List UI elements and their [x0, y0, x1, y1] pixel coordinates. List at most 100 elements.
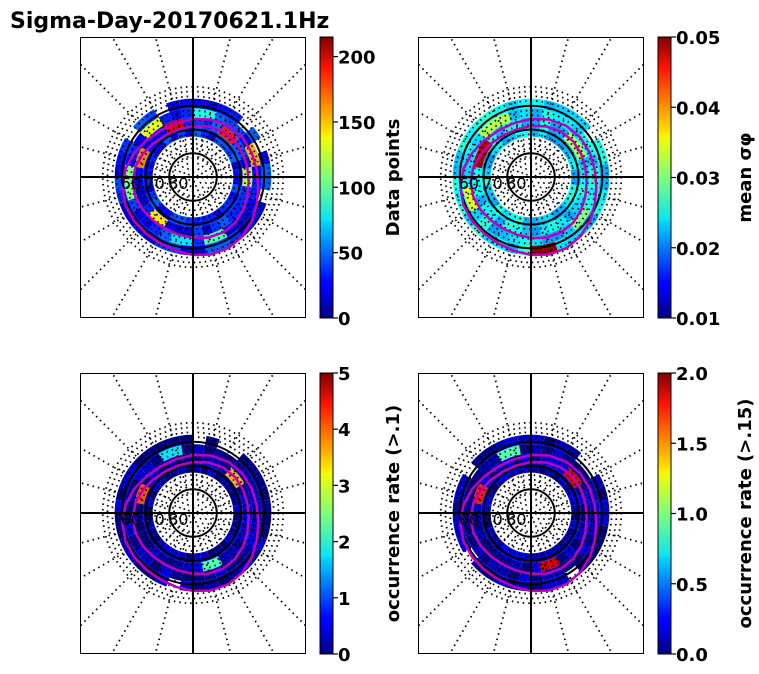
data-bin: [182, 562, 193, 573]
data-bin: [149, 533, 163, 546]
colorbar-tick-label: 2.0: [676, 364, 708, 385]
data-bin: [141, 201, 155, 216]
figure-title: Sigma-Day-20170621.1Hz: [10, 9, 329, 34]
data-bin: [496, 112, 511, 126]
colorbar-tick-label: 3: [338, 476, 351, 497]
data-bin: [565, 109, 582, 125]
colorbar-gradient: [319, 372, 334, 655]
data-bin: [193, 562, 204, 573]
data-bin: [556, 538, 570, 552]
data-bin: [245, 126, 261, 143]
colorbar-tick-label: 0.05: [676, 28, 720, 49]
colorbar-label: mean σφ: [735, 132, 756, 222]
data-bin: [218, 538, 232, 552]
colorbar-tick-label: 1.5: [676, 434, 708, 455]
data-bin: [563, 545, 577, 559]
panel-occurrence-rate-015: 60 70 80 0.0 0.5 1.0 1.5 2.0 occurrence rate (>.…: [418, 364, 756, 666]
data-bin: [519, 108, 531, 119]
data-bin: [125, 462, 141, 479]
data-bin: [223, 533, 237, 546]
data-bin: [128, 142, 142, 157]
data-bin: [223, 480, 237, 493]
data-bin: [492, 138, 506, 152]
data-bin: [496, 448, 511, 462]
data-bin: [141, 474, 155, 489]
data-bin: [565, 445, 582, 461]
data-bin: [213, 543, 226, 557]
data-bin: [181, 108, 193, 119]
data-bin: [227, 229, 244, 245]
data-bin: [142, 445, 159, 461]
data-bin: [154, 215, 169, 229]
data-bin: [225, 209, 239, 223]
data-bin: [216, 236, 233, 251]
data-bin: [457, 473, 472, 490]
data-bin: [561, 197, 575, 210]
colorbar-tick-label: 2: [338, 533, 351, 554]
colorbar-gradient: [657, 36, 672, 319]
lat-label: 80: [168, 510, 188, 529]
data-bin: [491, 439, 508, 454]
axes-frame: [418, 373, 644, 654]
colorbar-tick-label: 0.03: [676, 169, 720, 190]
data-bin: [147, 545, 161, 559]
data-bin: [154, 538, 168, 552]
data-bin: [554, 236, 571, 251]
data-bin: [531, 108, 543, 119]
data-bin: [132, 116, 149, 133]
lat-label: 60: [121, 510, 141, 529]
data-bin: [531, 226, 542, 237]
data-bin: [569, 201, 583, 216]
data-bin: [556, 474, 570, 488]
colorbar: 0 50 100 150 200 Data points: [319, 36, 404, 330]
lat-label: 70: [145, 174, 165, 193]
data-bin: [160, 207, 173, 221]
plot-area: [80, 373, 306, 654]
colorbar-tick-label: 4: [338, 420, 351, 441]
data-bin: [218, 138, 232, 152]
colorbar-tick-label: 0.02: [676, 239, 720, 260]
data-bin: [480, 109, 497, 125]
panel-data-points: 60 70 80 0 50 100 150 200 Data points: [80, 36, 404, 330]
colorbar-label: occurrence rate (>.1): [383, 405, 404, 622]
colorbar: 0.0 0.5 1.0 1.5 2.0 occurrence rate (>.15): [657, 364, 756, 666]
data-bin: [569, 537, 583, 552]
colorbar-tick-label: 200: [338, 48, 376, 69]
data-bin: [470, 452, 487, 469]
data-bin: [134, 185, 147, 198]
data-bin: [213, 207, 226, 221]
data-bin: [193, 226, 204, 237]
colorbar-tick-label: 0.0: [676, 645, 708, 666]
data-bin: [213, 469, 226, 483]
data-bin: [141, 537, 155, 552]
data-bin: [531, 444, 543, 455]
data-bin: [487, 533, 501, 546]
data-bin: [242, 177, 253, 188]
lat-label: 80: [506, 510, 526, 529]
colorbar-label: Data points: [383, 119, 404, 237]
data-bin: [242, 513, 253, 524]
lat-label: 60: [459, 174, 479, 193]
data-bin: [154, 474, 168, 488]
colorbar-tick-label: 1: [338, 589, 351, 610]
data-bin: [551, 543, 564, 557]
data-bin: [520, 226, 531, 237]
data-bin: [479, 201, 493, 216]
data-bin: [141, 138, 155, 153]
data-bin: [580, 513, 591, 524]
data-bin: [153, 439, 170, 454]
axes-frame: [80, 373, 306, 654]
data-bin: [551, 469, 564, 483]
colorbar-tick-label: 0.04: [676, 98, 720, 119]
data-bin: [149, 480, 163, 493]
data-bin: [492, 202, 506, 216]
colorbar-label: occurrence rate (>.15): [735, 399, 756, 629]
data-bin: [193, 108, 205, 119]
data-bin: [231, 537, 245, 552]
data-bin: [227, 109, 244, 125]
colorbar-gradient: [319, 36, 334, 319]
data-bin: [472, 521, 485, 534]
data-bin: [519, 444, 531, 455]
data-bin: [555, 551, 570, 565]
data-bin: [498, 543, 511, 557]
